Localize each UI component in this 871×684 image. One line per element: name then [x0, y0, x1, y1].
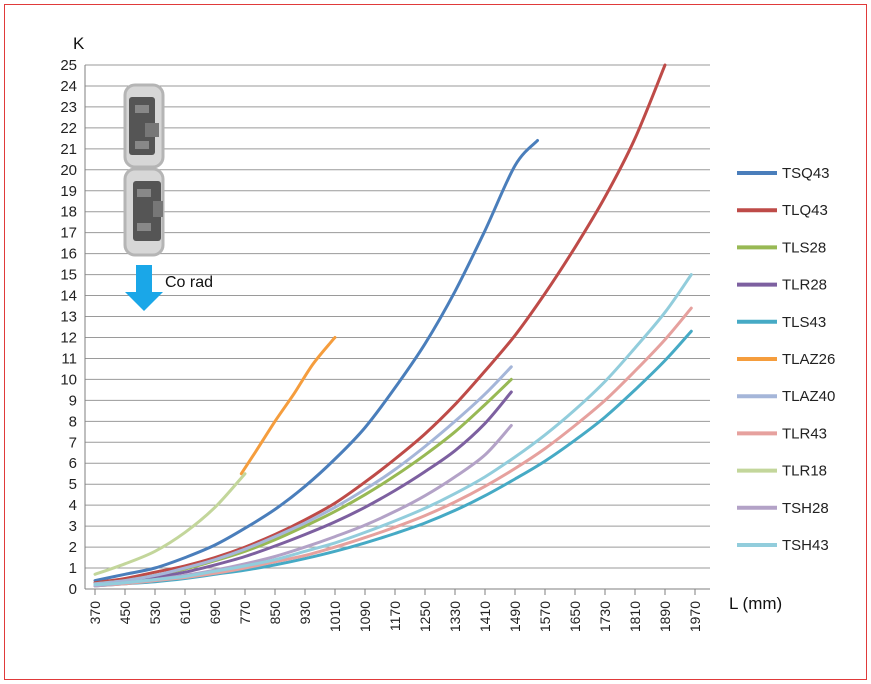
y-axis-title: K [73, 34, 85, 53]
legend-label: TLR28 [782, 277, 827, 294]
force-arrow-icon [125, 265, 163, 311]
y-tick-label: 7 [69, 434, 77, 451]
x-tick-label: 530 [147, 601, 163, 625]
x-tick-label: 1730 [597, 601, 613, 632]
y-tick-label: 6 [69, 455, 77, 472]
legend-label: TSQ43 [782, 165, 830, 182]
legend-item: TLS28 [737, 239, 826, 256]
legend-label: TLAZ40 [782, 388, 835, 405]
x-tick-label: 1410 [477, 601, 493, 632]
series-line-tsq43 [93, 139, 539, 583]
x-tick-label: 1090 [357, 601, 373, 632]
y-tick-label: 13 [60, 309, 77, 326]
y-tick-label: 3 [69, 518, 77, 535]
y-tick-label: 8 [69, 413, 77, 430]
y-tick-label: 9 [69, 392, 77, 409]
y-tick-label: 5 [69, 476, 77, 493]
legend-item: TSH43 [737, 537, 829, 554]
y-tick-label: 14 [60, 288, 77, 305]
series-line-tls43 [93, 329, 693, 588]
x-tick-label: 1970 [687, 601, 703, 632]
legend-label: TLS43 [782, 314, 826, 331]
y-tick-label: 1 [69, 560, 77, 577]
series-line-tlr18 [93, 472, 247, 576]
legend-item: TLR43 [737, 425, 827, 442]
y-tick-label: 25 [60, 57, 77, 74]
legend-label: TSH43 [782, 537, 829, 554]
y-tick-label: 4 [69, 497, 77, 514]
rail-illustration [123, 83, 165, 257]
x-tick-label: 930 [297, 601, 313, 625]
legend-item: TLR18 [737, 463, 827, 480]
legend-item: TLAZ40 [737, 388, 835, 405]
y-tick-label: 0 [69, 581, 77, 598]
legend-item: TLR28 [737, 277, 827, 294]
x-tick-label: 1490 [507, 601, 523, 632]
y-tick-label: 24 [60, 78, 77, 95]
x-tick-label: 770 [237, 601, 253, 625]
y-tick-label: 15 [60, 267, 77, 284]
legend-item: TLQ43 [737, 202, 828, 219]
legend-label: TLS28 [782, 239, 826, 256]
y-tick-label: 18 [60, 204, 77, 221]
x-tick-label: 1890 [657, 601, 673, 632]
y-tick-label: 16 [60, 246, 77, 263]
x-tick-label: 1250 [417, 601, 433, 632]
y-tick-label: 20 [60, 162, 77, 179]
x-tick-label: 370 [87, 601, 103, 625]
legend-label: TLAZ26 [782, 351, 835, 368]
y-tick-label: 19 [60, 183, 77, 200]
line-chart: 0123456789101112131415161718192021222324… [60, 34, 835, 632]
legend-item: TSH28 [737, 500, 829, 517]
x-tick-label: 1330 [447, 601, 463, 632]
series-line-tlr43 [93, 306, 693, 588]
x-tick-label: 1810 [627, 601, 643, 632]
y-tick-label: 21 [60, 141, 77, 158]
series-line-tlr28 [93, 390, 513, 587]
legend-label: TLR18 [782, 463, 827, 480]
x-axis-title: L (mm) [729, 594, 782, 613]
x-tick-label: 1170 [387, 601, 403, 631]
x-tick-label: 450 [117, 601, 133, 625]
legend-item: TLS43 [737, 314, 826, 331]
series-line-tsh43 [93, 273, 693, 587]
series-line-tlq43 [93, 63, 667, 585]
legend-label: TLQ43 [782, 202, 828, 219]
y-tick-label: 12 [60, 329, 77, 346]
x-tick-label: 1570 [537, 601, 553, 632]
legend-label: TLR43 [782, 425, 827, 442]
series-line-tlaz40 [93, 365, 513, 586]
y-tick-label: 22 [60, 120, 77, 137]
x-tick-label: 1010 [327, 601, 343, 632]
y-tick-label: 11 [61, 350, 77, 367]
y-tick-label: 23 [60, 99, 77, 116]
legend-label: TSH28 [782, 500, 829, 517]
chart-frame: 0 1 2 3 4 5 6 7 8 9 10 11 12 13 14 15 16 17 18 19 20 21 22 23 24… [4, 4, 867, 680]
y-tick-label: 2 [69, 539, 77, 556]
co-rad-label: Co rad [165, 274, 213, 291]
legend-item: TSQ43 [737, 165, 830, 182]
series-line-tlaz26 [239, 336, 337, 476]
y-tick-label: 10 [60, 371, 77, 388]
x-tick-label: 690 [207, 601, 223, 625]
x-tick-label: 610 [177, 601, 193, 625]
y-tick-label: 17 [60, 225, 77, 242]
x-tick-label: 1650 [567, 601, 583, 632]
legend-item: TLAZ26 [737, 351, 835, 368]
x-tick-label: 850 [267, 601, 283, 625]
